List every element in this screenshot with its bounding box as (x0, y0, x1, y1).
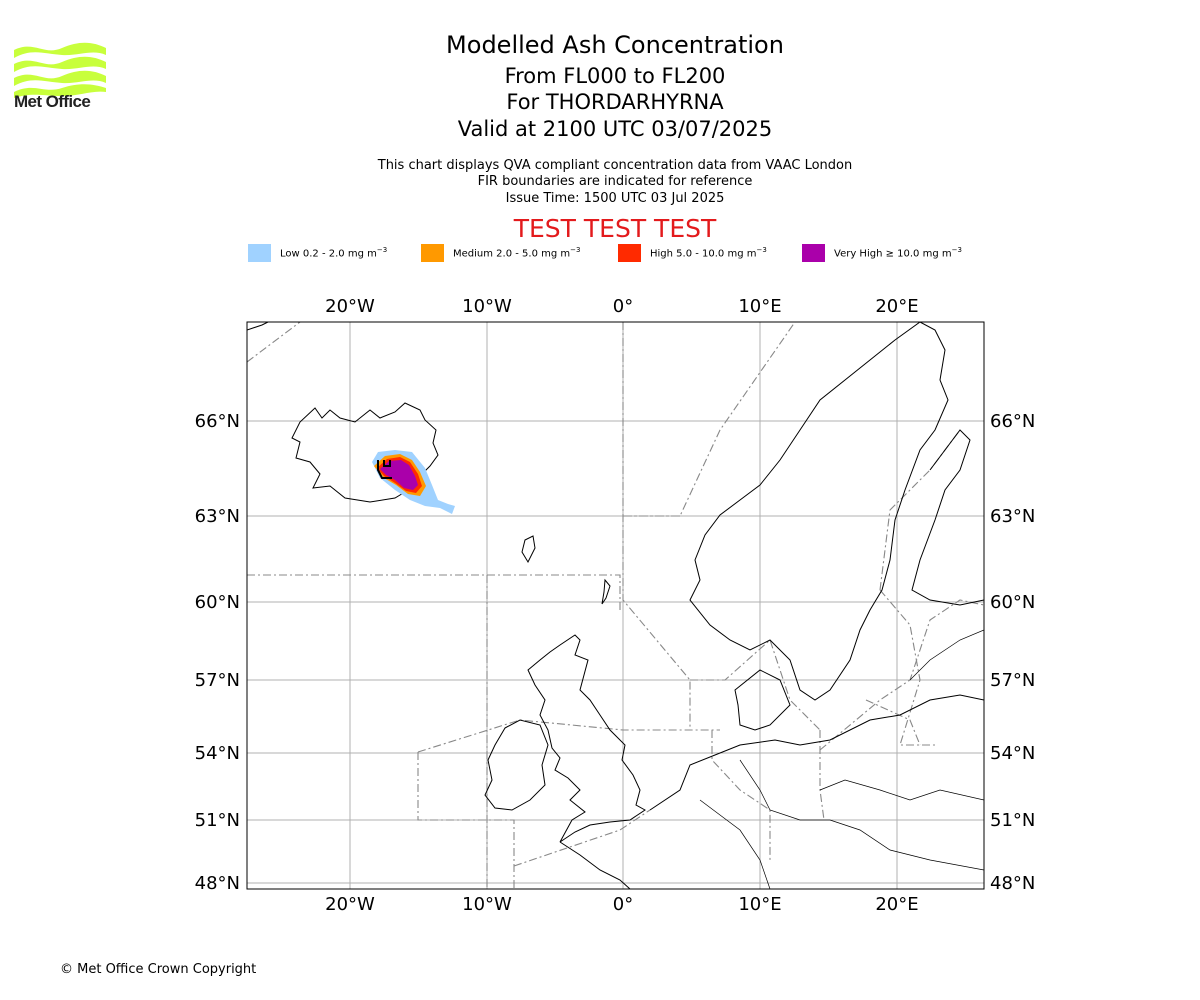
lat-label-right-48n: 48°N (990, 873, 1035, 894)
lat-label-right-60n: 60°N (990, 592, 1035, 613)
lat-label-left-54n: 54°N (195, 743, 240, 764)
lon-label-top-20w: 20°W (325, 296, 375, 317)
lat-label-right-57n: 57°N (990, 670, 1035, 691)
copyright: © Met Office Crown Copyright (60, 962, 257, 977)
legend-swatch-low (248, 244, 271, 262)
ash-cloud (372, 450, 455, 514)
legend-item-high: High 5.0 - 10.0 mg m−3 (618, 244, 767, 262)
lat-label-right-51n: 51°N (990, 810, 1035, 831)
lon-label-top-10e: 10°E (738, 296, 781, 317)
map-gridlines (247, 322, 984, 889)
lon-label-top-0: 0° (613, 296, 633, 317)
coastlines (247, 322, 984, 889)
lon-label-bottom-20w: 20°W (325, 894, 375, 915)
legend-swatch-high (618, 244, 641, 262)
legend-item-very-high: Very High ≥ 10.0 mg m−3 (802, 244, 962, 262)
lon-label-top-10w: 10°W (462, 296, 512, 317)
legend-label-very-high: Very High ≥ 10.0 mg m (834, 248, 952, 260)
legend-item-low: Low 0.2 - 2.0 mg m−3 (248, 244, 387, 262)
axis-labels: 20°W 10°W 0° 10°E 20°E 20°W 10°W 0° 10°E… (195, 296, 1036, 915)
met-office-logo (14, 42, 106, 98)
lat-label-right-63n: 63°N (990, 506, 1035, 527)
legend-swatch-very-high (802, 244, 825, 262)
subtitle-line-2: FIR boundaries are indicated for referen… (477, 174, 753, 189)
lon-label-bottom-10e: 10°E (738, 894, 781, 915)
map-frame (246, 321, 985, 890)
legend-label-low: Low 0.2 - 2.0 mg m (280, 248, 377, 260)
lat-label-left-51n: 51°N (195, 810, 240, 831)
fir-boundaries (247, 322, 984, 889)
lat-label-left-48n: 48°N (195, 873, 240, 894)
lat-label-right-54n: 54°N (990, 743, 1035, 764)
issue-time: Issue Time: 1500 UTC 03 Jul 2025 (505, 191, 725, 206)
lon-label-bottom-0: 0° (613, 894, 633, 915)
level-range: From FL000 to FL200 (504, 64, 726, 88)
lat-label-left-66n: 66°N (195, 411, 240, 432)
legend-label-high: High 5.0 - 10.0 mg m (650, 248, 757, 260)
chart-title: Modelled Ash Concentration (446, 31, 784, 59)
lat-label-left-60n: 60°N (195, 592, 240, 613)
lat-label-right-66n: 66°N (990, 411, 1035, 432)
volcano-name: For THORDARHYRNA (506, 90, 724, 114)
lon-label-bottom-10w: 10°W (462, 894, 512, 915)
lon-label-bottom-20e: 20°E (875, 894, 918, 915)
logo-text: Met Office (14, 92, 91, 111)
lat-label-left-63n: 63°N (195, 506, 240, 527)
lon-label-top-20e: 20°E (875, 296, 918, 317)
lat-label-left-57n: 57°N (195, 670, 240, 691)
valid-time: Valid at 2100 UTC 03/07/2025 (457, 117, 773, 141)
test-banner: TEST TEST TEST (513, 214, 717, 243)
legend-item-medium: Medium 2.0 - 5.0 mg m−3 (421, 244, 580, 262)
legend-swatch-medium (421, 244, 444, 262)
volcano-marker (377, 460, 392, 479)
legend-label-medium: Medium 2.0 - 5.0 mg m (453, 248, 571, 260)
subtitle-line-1: This chart displays QVA compliant concen… (377, 158, 853, 173)
ash-very-high (380, 460, 418, 490)
